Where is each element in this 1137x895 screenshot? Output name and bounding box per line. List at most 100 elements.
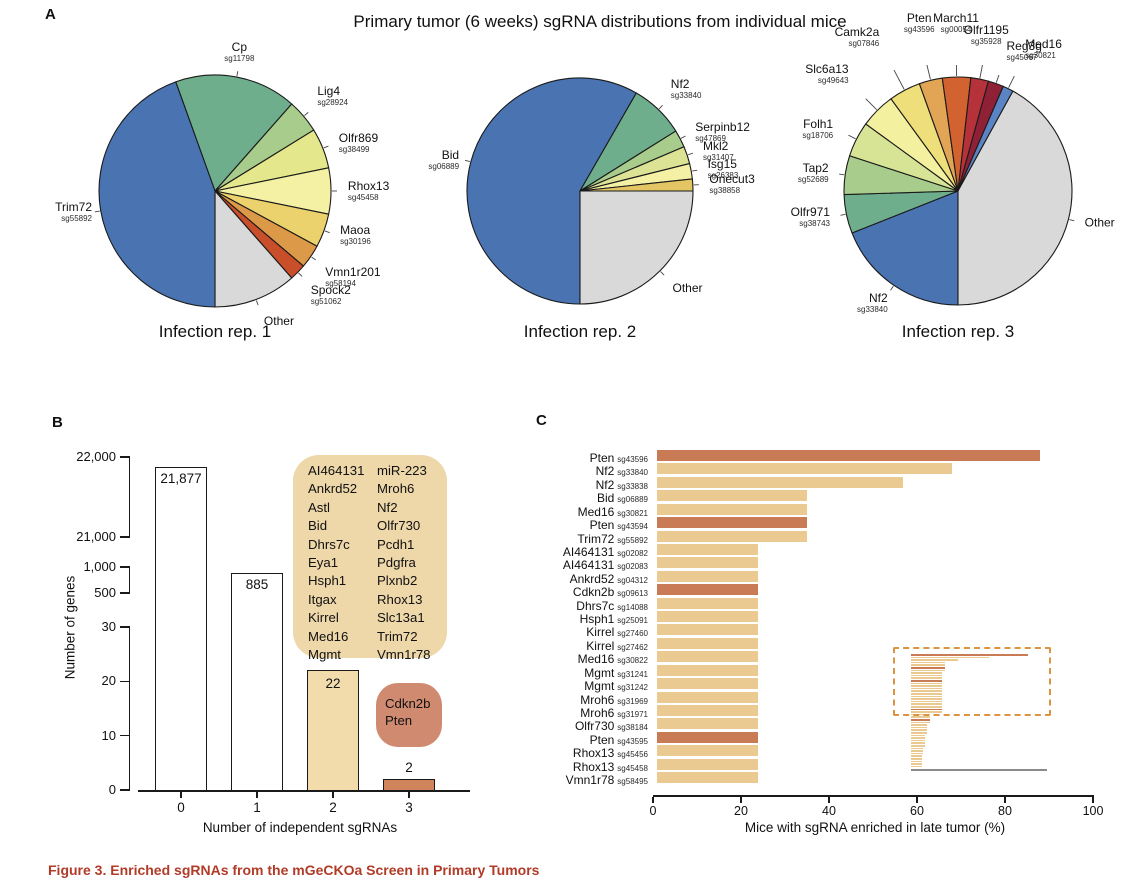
row-label-AI464131-sg02082: AI464131 sg02082 [490,543,648,561]
x-tick-label: 20 [734,804,748,818]
sgrna-id: sg33838 [617,481,648,491]
y-tick-label: 21,000 [76,529,116,544]
inset-mini-bar [911,656,990,659]
row-label-Med16-sg30822: Med16 sg30822 [490,650,648,668]
inset-mini-bar [911,672,943,674]
inset-mini-bar [911,755,922,758]
gene-name: Dhrs7c [308,536,350,552]
row-label-Nf2-sg33840: Nf2 sg33840 [490,462,648,480]
gene-name: Olfr730 [574,719,615,734]
label-leader-line [1069,219,1075,222]
sgrna-id: sg58495 [617,777,648,787]
label-leader-line [255,300,259,306]
inset-mini-bar [911,690,943,693]
pie-slice-sgrna-id: sg38858 [709,186,741,196]
inset-mini-bar [911,706,943,708]
inset-mini-bar [911,685,943,687]
gene-list-column-1: AI464131 Ankrd52 Astl Bid Dhrs7c Eya1 Hsph1 Itg… [308,462,364,664]
label-leader-line [865,98,878,111]
pie-slice-Trim72 [98,81,216,308]
pie-slice-gene: Rhox13 [347,179,390,193]
inset-mini-bar [911,745,925,747]
row-label-Rhox13-sg45456: Rhox13 sg45456 [490,744,648,762]
row-label-Pten-sg43594: Pten sg43594 [490,516,648,534]
gene-name: Pten [589,451,615,465]
pie-label-Olfr869: Olfr869 sg38499 [338,132,378,155]
inset-mini-bar [911,700,943,703]
pie-slice-gene: Olfr1195 [963,22,1009,37]
gene-name: Pten [589,732,615,747]
y-tick-label: 10 [101,727,116,743]
label-leader-line [995,74,1000,83]
gene-name: Mroh6 [580,692,615,707]
inset-mini-bar [911,719,930,721]
pie-slice-sgrna-id: sg33840 [857,305,888,314]
inset-zoom-region-box [893,647,1051,716]
gene-name: AI464131 [562,558,615,573]
pie-slice-sgrna-id: sg45067 [1006,53,1038,62]
pie-slice-gene: Olfr971 [790,204,830,219]
x-tick [1004,796,1006,803]
pie-slice-sgrna-id: sg38499 [338,145,370,155]
inset-mini-bar [911,721,930,724]
bar-Ankrd52-sg04312 [657,570,759,582]
sgrna-id: sg30822 [617,656,648,666]
pie-infection-rep-1: Cp sg11798 Lig4 sg28924 Olfr869 sg38499 Rhox13… [55,41,389,327]
inset-mini-bar [911,664,945,667]
pie-label-Other: Other [672,282,702,295]
panel-c-x-axis-label: Mice with sgRNA enriched in late tumor (… [744,820,1006,835]
pie-label-Other: Other [264,314,294,328]
pie-label-Trim72: Trim72 sg55892 [55,200,92,223]
bar-Nf2-sg33838 [657,476,904,488]
pie-slice-gene: Camk2a [834,24,880,39]
row-label-Pten-sg43595: Pten sg43595 [490,731,648,749]
pie-label-Bid: Bid sg06889 [428,148,459,171]
panel-a-label: A [45,6,56,23]
inset-mini-bar [911,687,943,690]
bar-Pten-sg43594 [657,517,807,529]
pie-slice-Other [214,190,293,308]
inset-mini-bar [911,760,922,763]
pie-svg [94,71,337,308]
pie-slice-gene: Serpinb12 [695,120,750,135]
pie-slice-gene: Folh1 [803,116,834,131]
inset-mini-bar [911,680,943,682]
bar-AI464131-sg02082 [657,543,759,555]
inset-mini-bar [911,729,928,732]
x-tick-label: 3 [405,800,413,815]
row-label-Vmn1r78-sg58495: Vmn1r78 sg58495 [490,771,648,789]
pie-label-Rhox13: Rhox13 sg45458 [347,179,390,203]
pie-slice-gene: Mkl2 [702,138,729,153]
pie-slice-sgrna-id: sg18706 [802,130,834,140]
inset-mini-bar [911,758,922,760]
panel-a-title: Primary tumor (6 weeks) sgRNA distributi… [353,12,847,31]
pie-slice-Nf2 [851,190,959,306]
gene-name: Bid [596,491,615,506]
y-tick [120,789,130,791]
gene-name: Nf2 [595,477,615,492]
gene-name: Hsph1 [579,612,615,627]
gene-name: Vmn1r78 [377,647,431,663]
row-label-Bid-sg06889: Bid sg06889 [490,489,648,507]
bar-value-label: 22 [325,676,341,691]
pie-label-Other: Other [1085,216,1115,229]
pie-label-Folh1: Folh1 sg18706 [802,116,834,140]
row-label-Olfr730-sg38184: Olfr730 sg38184 [490,717,648,735]
sgrna-id: sg38184 [617,723,648,733]
bar-Mroh6-sg31971 [657,704,759,716]
pie-slice-gene: Other [672,281,703,296]
bar-Mgmt-sg31241 [657,664,759,676]
gene-name: Mroh6 [580,705,615,720]
bar-Vmn1r78-sg58495 [657,772,759,784]
row-label-Nf2-sg33838: Nf2 sg33838 [490,476,648,494]
sgrna-id: sg04312 [617,575,648,585]
gene-name: Trim72 [577,531,615,546]
figure-caption: Figure 3. Enriched sgRNAs from the mGeCK… [48,862,540,878]
pie-label-Olfr971: Olfr971 sg38743 [790,204,830,228]
inset-mini-bar [911,703,943,706]
bar-Kirrel-sg27460 [657,624,759,636]
pie-slice-sgrna-id: sg28924 [317,98,349,108]
inset-mini-bar [911,750,924,752]
bar-Nf2-sg33840 [657,463,952,475]
